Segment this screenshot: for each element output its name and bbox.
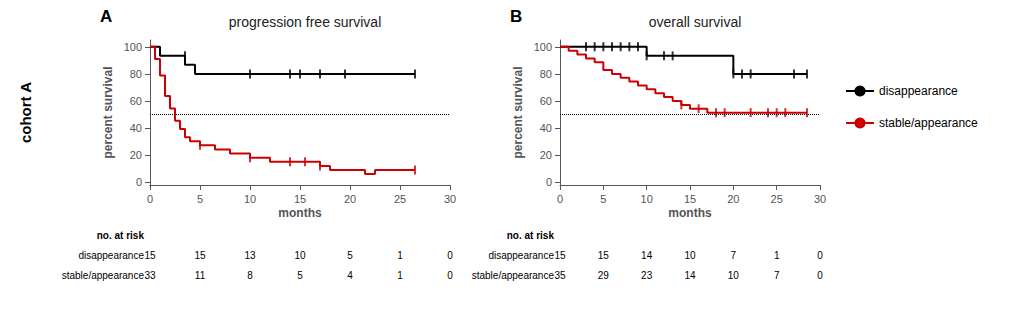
svg-text:overall survival: overall survival (649, 14, 742, 30)
svg-text:A: A (100, 7, 112, 26)
svg-text:no. at risk: no. at risk (97, 230, 145, 241)
svg-text:23: 23 (641, 270, 653, 281)
svg-text:10: 10 (641, 193, 653, 205)
svg-text:7: 7 (774, 270, 780, 281)
svg-text:100: 100 (534, 41, 552, 53)
svg-text:11: 11 (195, 270, 206, 281)
svg-text:0: 0 (817, 270, 823, 281)
svg-text:25: 25 (771, 193, 783, 205)
svg-text:0: 0 (447, 270, 453, 281)
svg-text:5: 5 (297, 270, 303, 281)
svg-text:15: 15 (684, 193, 696, 205)
svg-text:20: 20 (130, 149, 142, 161)
svg-text:30: 30 (444, 193, 456, 205)
svg-text:15: 15 (294, 193, 306, 205)
svg-text:0: 0 (546, 176, 552, 188)
svg-text:5: 5 (600, 193, 606, 205)
svg-text:14: 14 (684, 270, 696, 281)
svg-text:progression free survival: progression free survival (229, 14, 382, 30)
svg-text:percent survival: percent survival (511, 66, 525, 158)
svg-text:60: 60 (130, 95, 142, 107)
svg-text:25: 25 (394, 193, 406, 205)
svg-text:15: 15 (194, 250, 206, 261)
svg-text:29: 29 (598, 270, 610, 281)
svg-text:no. at risk: no. at risk (507, 230, 555, 241)
svg-text:10: 10 (294, 250, 306, 261)
svg-text:30: 30 (814, 193, 826, 205)
svg-text:disappearance: disappearance (879, 84, 958, 98)
svg-text:0: 0 (136, 176, 142, 188)
svg-text:80: 80 (130, 68, 142, 80)
svg-text:10: 10 (728, 270, 740, 281)
svg-text:months: months (278, 206, 322, 220)
svg-text:0: 0 (817, 250, 823, 261)
svg-text:13: 13 (244, 250, 256, 261)
svg-text:7: 7 (731, 250, 737, 261)
svg-text:1: 1 (397, 250, 403, 261)
svg-text:15: 15 (554, 250, 566, 261)
svg-text:disappearance: disappearance (488, 250, 554, 261)
svg-text:35: 35 (554, 270, 566, 281)
svg-text:20: 20 (540, 149, 552, 161)
svg-text:80: 80 (540, 68, 552, 80)
svg-text:15: 15 (598, 250, 610, 261)
svg-text:stable/appearance: stable/appearance (62, 270, 145, 281)
svg-text:10: 10 (244, 193, 256, 205)
svg-text:10: 10 (684, 250, 696, 261)
svg-text:stable/appearance: stable/appearance (472, 270, 555, 281)
svg-text:8: 8 (247, 270, 253, 281)
svg-text:stable/appearance: stable/appearance (879, 116, 978, 130)
svg-text:40: 40 (540, 122, 552, 134)
svg-text:percent survival: percent survival (101, 66, 115, 158)
svg-text:14: 14 (641, 250, 653, 261)
svg-text:1: 1 (774, 250, 780, 261)
svg-text:0: 0 (557, 193, 563, 205)
svg-text:4: 4 (347, 270, 353, 281)
svg-text:15: 15 (144, 250, 156, 261)
svg-text:disappearance: disappearance (78, 250, 144, 261)
svg-text:months: months (668, 206, 712, 220)
svg-text:0: 0 (147, 193, 153, 205)
svg-text:60: 60 (540, 95, 552, 107)
svg-text:40: 40 (130, 122, 142, 134)
svg-text:20: 20 (727, 193, 739, 205)
svg-text:5: 5 (197, 193, 203, 205)
svg-text:20: 20 (344, 193, 356, 205)
svg-text:33: 33 (144, 270, 156, 281)
svg-text:0: 0 (447, 250, 453, 261)
svg-text:1: 1 (397, 270, 403, 281)
svg-text:cohort A: cohort A (17, 82, 34, 143)
svg-text:5: 5 (347, 250, 353, 261)
svg-text:B: B (510, 7, 522, 26)
svg-text:100: 100 (124, 41, 142, 53)
